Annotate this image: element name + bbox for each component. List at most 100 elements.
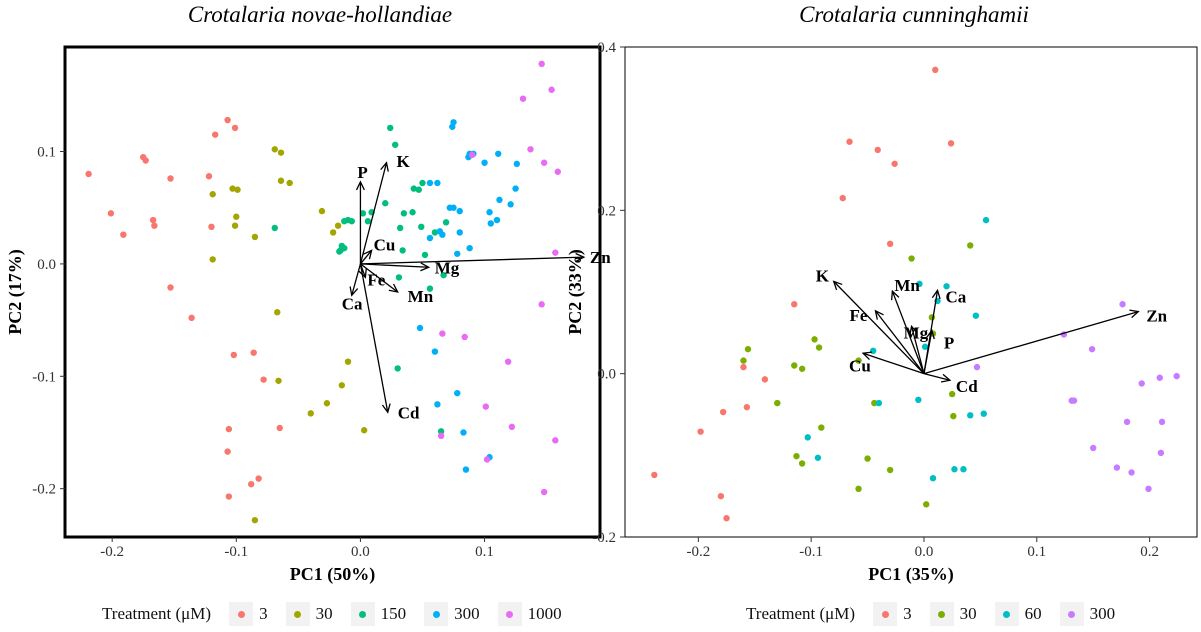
right-treatment-legend: Treatment (μM) 3 30 60 300 [746,600,1133,628]
right-point-300 [1156,374,1163,381]
left-point-150 [442,219,450,226]
right-vector-label-k: K [816,266,830,285]
right-point-3 [697,428,704,435]
right-point-300 [1157,449,1165,457]
right-x-tick-label: 0.2 [1140,544,1159,560]
left-point-150 [399,247,406,254]
left-point-30 [277,149,285,156]
left-legend-label: 150 [380,604,407,623]
right-point-3 [743,403,751,411]
left-point-150 [418,223,425,231]
left-vector-cu [359,250,373,265]
right-vector-mg [910,326,925,374]
right-point-3 [947,140,955,147]
left-point-150 [364,217,372,225]
left-point-300 [493,216,501,224]
left-point-300 [495,150,502,157]
right-point-300 [1113,464,1121,471]
left-point-3 [149,216,157,224]
left-point-150 [421,251,429,259]
left-point-30 [334,222,342,229]
left-vector-label-cd: Cd [398,403,420,422]
left-plot-panel [63,45,602,539]
left-point-300 [487,220,494,227]
left-chart-title: Crotalaria novae-hollandiae [187,2,453,27]
right-legend-key [1059,602,1084,626]
left-legend-item: 1000 [497,602,562,626]
left-point-300 [512,185,519,192]
left-legend-dot [294,610,302,618]
right-point-30 [871,399,878,407]
left-x-tick-label: 0.1 [475,544,494,560]
left-point-300 [466,244,473,252]
right-vector-fe [874,310,925,375]
right-y-tick-label: 0.0 [597,367,616,383]
right-point-60 [921,343,929,350]
right-point-3 [717,492,725,500]
right-point-30 [740,357,747,364]
left-point-3 [255,475,262,482]
left-y-tick-label: 0.0 [37,257,56,273]
right-legend-item: 60 [994,602,1042,626]
right-point-3 [723,515,730,522]
right-legend-dot [1068,610,1076,618]
right-y-tick-label: -0.2 [592,530,616,546]
left-point-1000 [540,159,548,166]
right-vector-p [923,330,933,374]
left-vector-arrowhead [388,283,399,293]
right-point-30 [908,255,915,262]
right-legend-key [994,602,1019,626]
left-legend-key [285,602,310,626]
right-vector-arrowhead [832,280,843,291]
left-y-axis-title: PC2 (17%) [5,249,26,334]
left-point-3 [205,173,213,180]
left-point-300 [462,466,470,473]
left-point-300 [481,159,488,166]
right-vector-arrowhead [874,309,884,320]
left-legend-dot [359,610,367,618]
left-vector-k [359,162,388,265]
left-point-1000 [538,60,545,68]
left-legend-label: 3 [259,604,268,623]
right-legend-dot [881,610,889,618]
right-point-300 [1128,469,1135,476]
left-point-3 [120,231,127,238]
left-point-1000 [437,432,445,440]
left-point-300 [434,179,441,187]
right-point-30 [793,452,800,460]
right-legend-key [929,602,954,626]
right-vector-k [833,280,925,375]
left-vector-label-fe: Fe [367,270,385,289]
left-point-150 [396,224,404,232]
right-legend-item: 300 [1059,602,1116,626]
right-point-3 [791,301,798,308]
right-point-60 [960,466,967,473]
left-point-30 [360,427,368,434]
left-vector-arrowhead [380,161,389,172]
right-pca-biplot: -0.2 -0.1 0.0 0.1 0.2 -0.2 0.0 0.2 0.4 PC1 (35%) P… [565,40,1198,585]
right-legend-label: 300 [1089,604,1116,623]
right-point-60 [875,399,883,407]
right-point-30 [798,460,806,467]
left-point-3 [208,223,215,231]
left-point-3 [188,314,195,322]
right-point-300 [1158,418,1166,426]
right-legend-item: 3 [873,602,912,626]
left-point-150 [382,200,389,207]
left-point-30 [229,185,236,192]
left-vector-arrowhead [355,180,365,191]
right-vector-label-p: P [944,333,954,352]
right-point-300 [1145,485,1152,493]
right-point-60 [967,412,974,419]
left-point-3 [225,425,233,433]
left-point-150 [431,229,439,236]
left-vector-mn [360,263,399,293]
right-vector-arrowhead [940,373,952,383]
left-legend-dot [237,610,245,618]
right-point-60 [943,283,950,290]
left-vector-arrowhead [381,403,391,414]
right-point-30 [818,424,825,431]
right-point-30 [923,501,930,508]
right-point-3 [761,376,769,383]
left-point-150 [415,186,422,193]
